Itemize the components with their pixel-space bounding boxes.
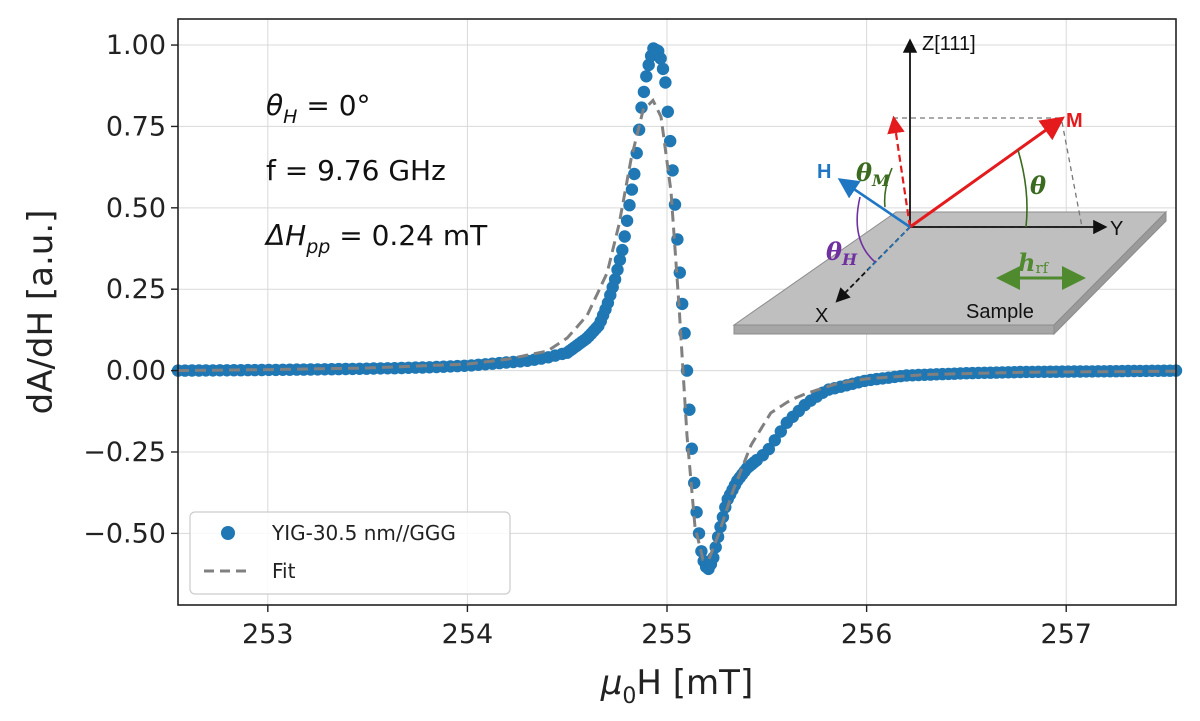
- x-axis-label-inset: X: [815, 305, 828, 327]
- theta-h-sub: H: [841, 250, 858, 269]
- annotation-linewidth-symbol: ΔH: [264, 219, 306, 252]
- data-point: [613, 253, 627, 267]
- theta-arc: [1017, 149, 1028, 228]
- h-vector-arrow: [837, 178, 911, 229]
- data-point: [616, 243, 629, 257]
- sample-plate-front: [733, 324, 1055, 335]
- hrf-symbol: h: [1018, 248, 1035, 277]
- y-tick-label: 1.00: [106, 30, 166, 61]
- y-ticks: 1.00 0.75 0.50 0.25 0.00 −0.25 −0.50: [83, 30, 178, 549]
- sample-plate-side: [1053, 210, 1167, 336]
- theta-h-label: θH: [826, 237, 858, 269]
- y-tick-label: 0.00: [106, 356, 166, 387]
- annotation-linewidth-sub: pp: [305, 236, 330, 258]
- sample-label: Sample: [966, 301, 1034, 323]
- data-point: [768, 434, 781, 447]
- x-tick-label: 256: [841, 619, 893, 650]
- annotation-linewidth-rest: = 0.24 mT: [330, 219, 488, 252]
- h-projection-dashed: [867, 226, 911, 271]
- hrf-label: hrf: [1018, 248, 1050, 277]
- theta-m-symbol: θ: [856, 158, 872, 187]
- x-ticks: 253 254 255 256 257: [242, 605, 1092, 650]
- y-tick-label: 0.25: [106, 274, 166, 305]
- m-component-dashed-arrow: [887, 115, 912, 228]
- scatter-group: [171, 42, 1183, 576]
- x-axis-label-sub: 0: [622, 684, 636, 709]
- y-tick-label: 0.75: [106, 111, 166, 142]
- annotation-theta-h-symbol: θ: [266, 89, 283, 122]
- data-point: [618, 230, 631, 243]
- hrf-sub: rf: [1035, 259, 1049, 277]
- data-point: [625, 183, 639, 196]
- data-point: [608, 273, 622, 286]
- theta-h-arc: [856, 196, 876, 263]
- annotation-theta-h-rest: = 0°: [297, 89, 370, 122]
- theta-label: θ: [1030, 171, 1046, 200]
- z-axis-label: Z[111]: [922, 33, 976, 55]
- y-tick-label: 0.50: [106, 193, 166, 224]
- theta-m-arc: [883, 167, 893, 208]
- legend-box: [189, 511, 511, 595]
- legend-label-data: YIG-30.5 nm//GGG: [271, 521, 456, 545]
- legend-label-fit: Fit: [272, 559, 296, 583]
- data-point: [654, 52, 667, 65]
- x-tick-label: 254: [442, 619, 494, 650]
- data-point: [774, 425, 787, 438]
- h-vector-label: H: [817, 161, 831, 183]
- y-tick-label: −0.50: [83, 518, 166, 549]
- data-point: [666, 164, 679, 177]
- x-axis-label: μ0H [mT]: [600, 663, 753, 709]
- data-point: [628, 167, 641, 181]
- x-tick-label: 255: [641, 619, 693, 650]
- data-point: [762, 442, 775, 456]
- data-point: [620, 214, 634, 227]
- x-axis-label-symbol: μ: [600, 663, 623, 703]
- data-point: [637, 85, 651, 99]
- annotation-frequency: f = 9.76 GHz: [266, 154, 446, 187]
- x-tick-label: 257: [1040, 619, 1092, 650]
- data-point: [659, 76, 672, 89]
- x-axis-label-rest: H [mT]: [636, 663, 753, 703]
- plot-frame: [177, 18, 1177, 606]
- y-axis-label-inset: Y: [1110, 218, 1123, 240]
- annotation-linewidth: ΔHpp = 0.24 mT: [264, 219, 488, 258]
- annotation-theta-h: θH = 0°: [266, 89, 371, 128]
- data-point: [656, 62, 670, 76]
- y-tick-label: −0.25: [83, 437, 166, 468]
- annotation-theta-h-sub: H: [283, 106, 297, 128]
- m-vector-arrow: [909, 116, 1065, 229]
- legend-marker-data: [221, 526, 235, 540]
- y-axis-label: dA/dH [a.u.]: [21, 210, 61, 415]
- m-vector-label: M: [1066, 110, 1083, 132]
- data-point: [611, 263, 624, 276]
- theta-h-symbol: θ: [826, 237, 842, 266]
- theta-m-sub: M: [871, 171, 891, 190]
- x-tick-label: 253: [242, 619, 294, 650]
- data-point: [640, 70, 653, 83]
- geometry-inset: Z[111] Y X M H θM θ θH hrf Sample: [732, 33, 1168, 336]
- legend: YIG-30.5 nm//GGG Fit: [189, 511, 511, 595]
- data-point: [661, 105, 674, 119]
- data-point: [623, 199, 636, 212]
- theta-m-label: θM: [856, 158, 891, 190]
- data-point: [664, 134, 677, 148]
